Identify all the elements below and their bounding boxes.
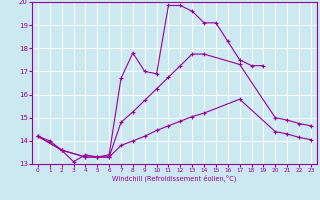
X-axis label: Windchill (Refroidissement éolien,°C): Windchill (Refroidissement éolien,°C) [112, 175, 236, 182]
